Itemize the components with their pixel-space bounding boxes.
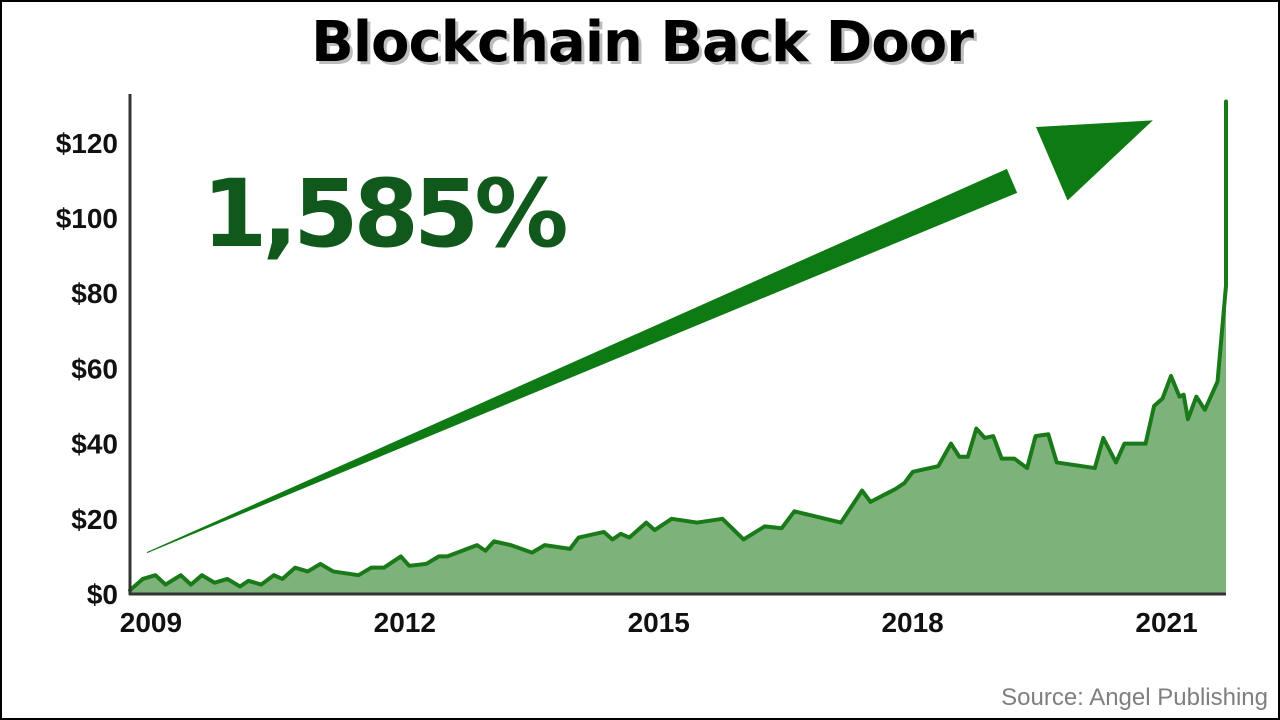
chart-title: Blockchain Back Door — [311, 10, 974, 75]
y-tick-label: $120 — [56, 128, 118, 159]
trend-arrow — [146, 120, 1153, 554]
axes: $0 $20 $40 $60 $80 $100 $120 2009 2012 2015 2018 20… — [56, 94, 1226, 638]
price-area — [130, 101, 1226, 594]
y-tick-label: $20 — [71, 504, 118, 535]
x-tick-label: 2021 — [1135, 607, 1197, 638]
y-tick-label: $40 — [71, 429, 118, 460]
y-tick-label: $60 — [71, 353, 118, 384]
plot-area — [128, 99, 1228, 594]
x-tick-label: 2015 — [628, 607, 690, 638]
growth-callout: 1,585% — [202, 160, 569, 269]
y-tick-label: $0 — [87, 579, 118, 610]
x-tick-label: 2012 — [374, 607, 436, 638]
trend-arrow-head — [1035, 120, 1153, 201]
price-line — [128, 99, 1228, 593]
y-tick-label: $80 — [71, 278, 118, 309]
x-tick-label: 2009 — [120, 607, 182, 638]
trend-arrow-shaft — [146, 168, 1018, 554]
x-tick-label: 2018 — [881, 607, 943, 638]
y-tick-label: $100 — [56, 203, 118, 234]
source-note: Source: Angel Publishing — [1001, 684, 1268, 711]
